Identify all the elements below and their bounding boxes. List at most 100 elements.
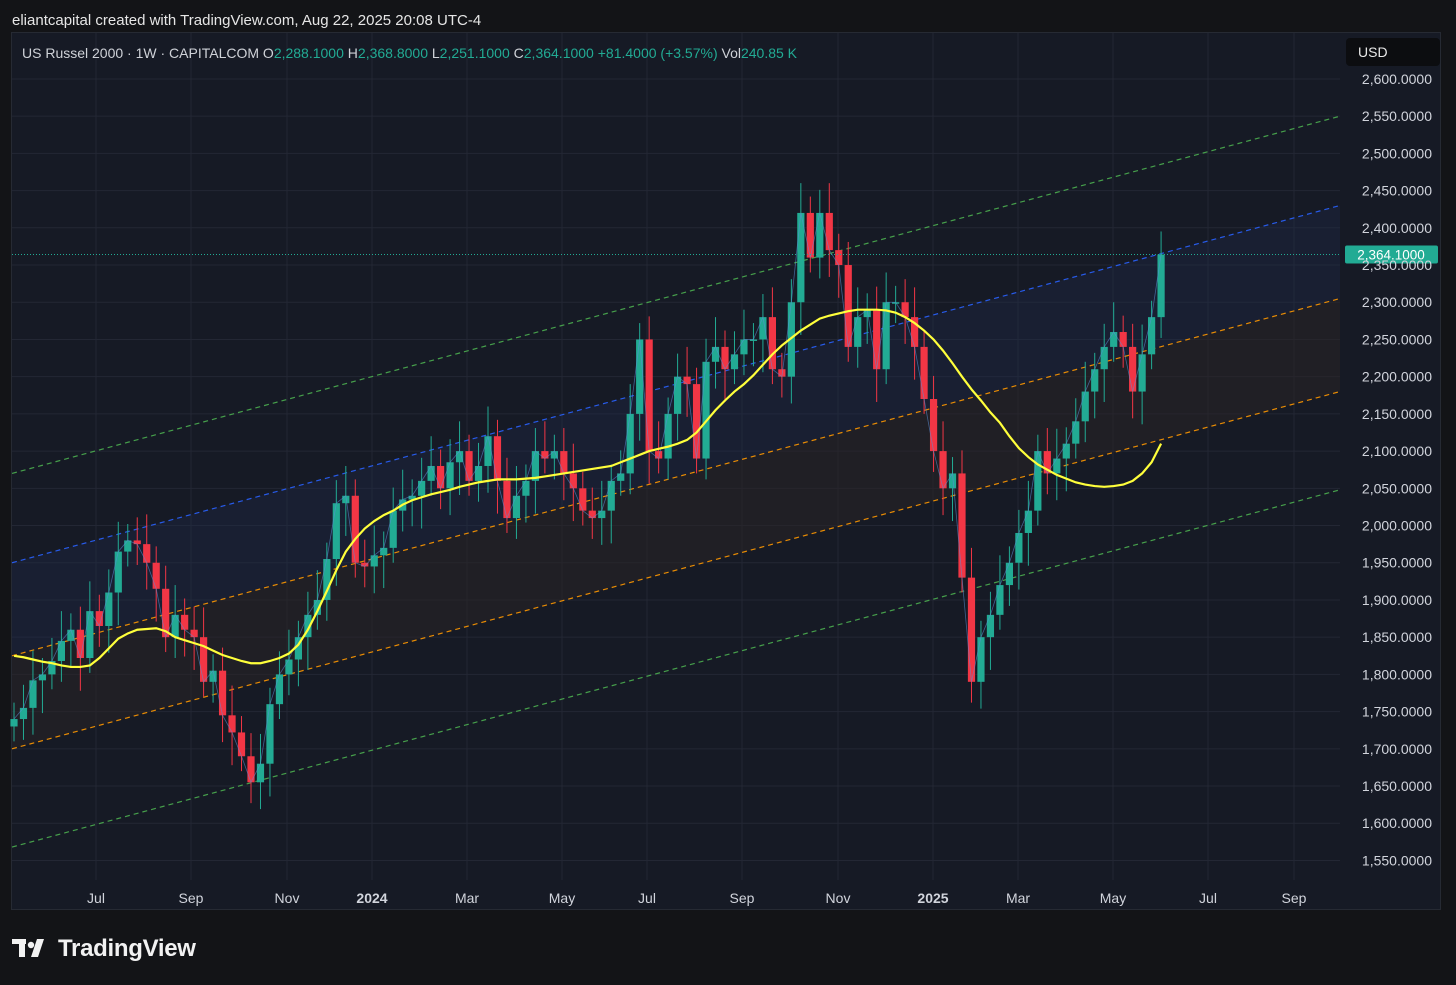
- candle-body: [1072, 421, 1080, 444]
- candle-body: [967, 577, 976, 682]
- chart-attribution: eliantcapital created with TradingView.c…: [12, 12, 482, 29]
- x-axis-tick-label: 2024: [356, 890, 387, 906]
- y-axis-tick-label: 1,950.0000: [1362, 555, 1432, 571]
- candle-body: [1119, 332, 1127, 347]
- close-value: 2,364.1000: [523, 45, 594, 61]
- candle-body: [702, 361, 710, 459]
- candle-body: [247, 756, 255, 783]
- candle-body: [607, 480, 615, 511]
- candle-body: [1138, 354, 1146, 392]
- candle-body: [1053, 458, 1061, 474]
- candle-body: [958, 473, 966, 578]
- candle-body: [86, 611, 94, 659]
- y-axis-tick-label: 1,750.0000: [1362, 704, 1432, 720]
- candle-body: [730, 354, 739, 370]
- candle-body: [986, 614, 995, 638]
- y-axis-tick-label: 1,650.0000: [1362, 778, 1432, 794]
- y-axis-tick-label: 2,200.0000: [1362, 369, 1432, 385]
- candle-body: [1015, 532, 1023, 563]
- candle-body: [29, 680, 37, 708]
- candle-body: [948, 473, 957, 489]
- candle-body: [304, 614, 312, 638]
- candle-body: [1100, 346, 1108, 370]
- close-label: C: [513, 45, 524, 61]
- candle-body: [655, 451, 663, 459]
- y-axis-tick-label: 2,300.0000: [1362, 294, 1432, 310]
- candle-body: [1091, 369, 1099, 392]
- candle-body: [209, 670, 217, 682]
- candle-body: [579, 488, 587, 511]
- candle-body: [929, 398, 938, 452]
- candle-body: [749, 339, 758, 341]
- x-axis-tick-label: Nov: [826, 890, 851, 906]
- candle-body: [1129, 346, 1137, 392]
- candle-body: [645, 339, 653, 452]
- candle-body: [911, 317, 919, 347]
- candle-body: [162, 588, 170, 638]
- vol-label: Vol: [721, 45, 741, 61]
- candle-body: [664, 413, 672, 459]
- candle-body: [351, 495, 359, 563]
- y-axis-tick-label: 2,250.0000: [1362, 331, 1432, 347]
- y-axis-tick-label: 2,550.0000: [1362, 108, 1432, 124]
- vol-value: 240.85 K: [740, 45, 798, 61]
- candle-body: [1062, 443, 1070, 459]
- candle-body: [474, 465, 483, 481]
- candle-body: [57, 640, 65, 661]
- candle-body: [503, 480, 511, 519]
- x-axis-tick-label: 2025: [917, 890, 948, 906]
- candle-body: [200, 637, 208, 682]
- y-axis-tick-label: 1,900.0000: [1362, 592, 1432, 608]
- channel-mid-lower-line: [11, 390, 1341, 750]
- candle-body: [882, 302, 890, 370]
- candle-body: [901, 302, 909, 318]
- candle-body: [617, 473, 625, 481]
- channel-upper-fill: [12, 205, 1340, 656]
- candle-body: [844, 265, 852, 347]
- candle-body: [1110, 332, 1118, 347]
- candle-body: [626, 413, 634, 474]
- x-axis-tick-label: Mar: [455, 890, 479, 906]
- candle-body: [787, 302, 795, 377]
- candle-body: [569, 473, 577, 489]
- candle-body: [1024, 510, 1032, 533]
- candle-body: [522, 480, 530, 496]
- candle-body: [835, 250, 843, 266]
- x-axis-tick-label: Nov: [275, 890, 300, 906]
- currency-selector[interactable]: USD: [1346, 38, 1440, 66]
- candle-body: [560, 451, 568, 474]
- candle-body: [778, 369, 786, 377]
- candle-body: [759, 317, 767, 340]
- candle-body: [228, 715, 236, 733]
- high-value: 2,368.8000: [357, 45, 428, 61]
- y-axis-tick-label: 2,450.0000: [1362, 183, 1432, 199]
- candle-body: [143, 544, 151, 563]
- candle-body: [256, 763, 265, 783]
- candle-body: [427, 465, 435, 481]
- y-axis-tick-label: 2,050.0000: [1362, 480, 1432, 496]
- candle-body: [939, 451, 947, 489]
- channel-mid-fill: [12, 298, 1340, 749]
- candle-body: [95, 611, 103, 627]
- candle-body: [76, 629, 84, 659]
- candle-body: [313, 599, 321, 615]
- candle-body: [237, 732, 246, 757]
- candle-body: [190, 629, 198, 638]
- tradingview-logo[interactable]: TradingView: [12, 935, 196, 963]
- candle-body: [446, 462, 454, 489]
- candle-body: [1005, 562, 1013, 586]
- candle-body: [124, 540, 132, 552]
- candle-body: [370, 555, 378, 567]
- candle-body: [1043, 451, 1051, 474]
- tradingview-logo-text: TradingView: [58, 935, 196, 962]
- candle-body: [721, 346, 729, 370]
- candle-body: [152, 562, 160, 589]
- channel-top-line: [11, 115, 1341, 475]
- candle-body: [1148, 317, 1156, 355]
- candle-body: [674, 376, 682, 414]
- candle-body: [114, 551, 122, 593]
- y-axis-tick-label: 1,550.0000: [1362, 852, 1432, 868]
- high-label: H: [347, 45, 358, 61]
- x-axis-tick-label: Sep: [179, 890, 204, 906]
- candle-body: [588, 510, 596, 519]
